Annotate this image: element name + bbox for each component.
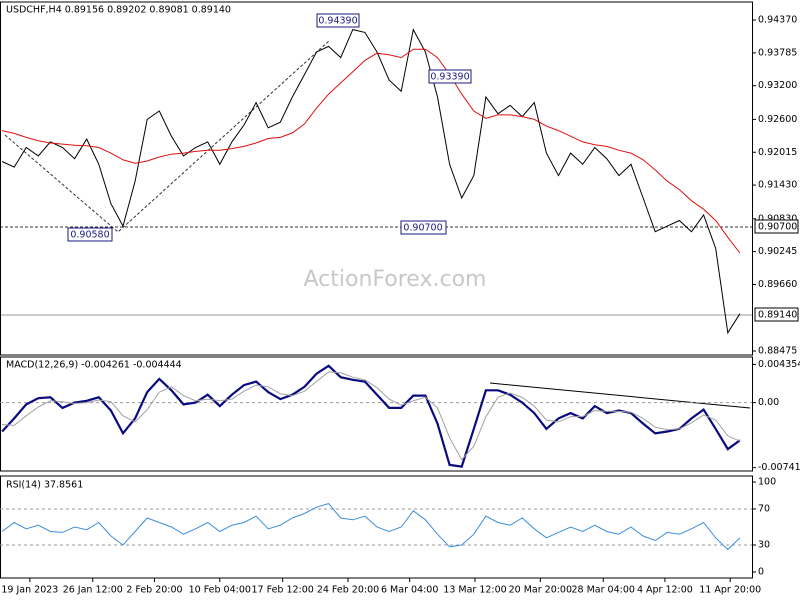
panel-border <box>0 356 753 472</box>
y-tick-label: 0.90245 <box>758 246 797 257</box>
annotations: 0.94390 0.93390 0.90580 0.90700 <box>67 13 472 242</box>
x-tick-label: 10 Feb 04:00 <box>189 585 251 596</box>
x-tick-label: 6 Mar 04:00 <box>381 585 438 596</box>
y-tick-label: 0.00 <box>758 397 779 408</box>
x-tick-label: 26 Jan 12:00 <box>63 585 123 596</box>
y-tick-label: 0.92015 <box>758 147 797 158</box>
macd-title: MACD(12,26,9) -0.004261 -0.004444 <box>6 360 182 371</box>
annotation-box <box>400 220 447 235</box>
x-tick-label: 4 Apr 12:00 <box>637 585 693 596</box>
x-tick-label: 13 Mar 12:00 <box>443 585 506 596</box>
y-tick-label: -0.007417 <box>758 462 800 473</box>
annotation: 0.90580 <box>70 230 109 241</box>
y-tick-label: 0.91430 <box>758 180 797 191</box>
rsi-title: RSI(14) 37.8561 <box>6 480 83 491</box>
series-line <box>2 371 741 461</box>
y-tick-label: 30 <box>758 539 770 550</box>
y-tick-label: 0.004354 <box>758 359 800 370</box>
x-tick-label: 20 Mar 20:00 <box>509 585 572 596</box>
y-tick-label: 0.92600 <box>758 114 797 125</box>
price-box <box>754 307 799 322</box>
level-box <box>754 219 799 234</box>
annotation: 0.90700 <box>403 223 442 234</box>
level-label: 0.90700 <box>758 222 797 233</box>
watermark: ActionForex.com <box>304 267 487 292</box>
trend-line <box>489 382 751 409</box>
y-tick-label: 0.93200 <box>758 80 797 91</box>
x-tick-label: 17 Feb 12:00 <box>252 585 314 596</box>
y-tick-label: 70 <box>758 504 770 515</box>
y-tick-label: 0 <box>758 566 764 577</box>
series-line <box>1 28 741 335</box>
chart-title: USDCHF,H4 0.89156 0.89202 0.89081 0.8914… <box>6 5 231 16</box>
annotation-box <box>67 227 113 242</box>
annotation: 0.94390 <box>318 16 357 27</box>
y-tick-label: 0.93785 <box>758 47 797 58</box>
x-tick-label: 2 Feb 20:00 <box>126 585 182 596</box>
series-line <box>1 503 741 551</box>
panel-border <box>0 1 753 356</box>
x-tick-label: 28 Mar 04:00 <box>572 585 635 596</box>
series-line <box>1 48 741 254</box>
annotation-box <box>428 69 472 84</box>
y-tick-label: 0.90830 <box>758 213 797 224</box>
y-tick-label: 100 <box>758 477 776 488</box>
y-tick-label: 0.94370 <box>758 15 797 26</box>
last-price-label: 0.89140 <box>758 310 797 321</box>
x-tick-label: 11 Apr 20:00 <box>699 585 761 596</box>
x-tick-label: 19 Jan 2023 <box>1 585 58 596</box>
y-tick-label: 0.88475 <box>758 346 797 357</box>
x-tick-label: 24 Feb 20:00 <box>317 585 379 596</box>
panel-border <box>0 475 753 579</box>
annotation: 0.93390 <box>430 72 469 83</box>
y-tick-label: 0.89660 <box>758 279 797 290</box>
annotation-box <box>316 13 360 28</box>
